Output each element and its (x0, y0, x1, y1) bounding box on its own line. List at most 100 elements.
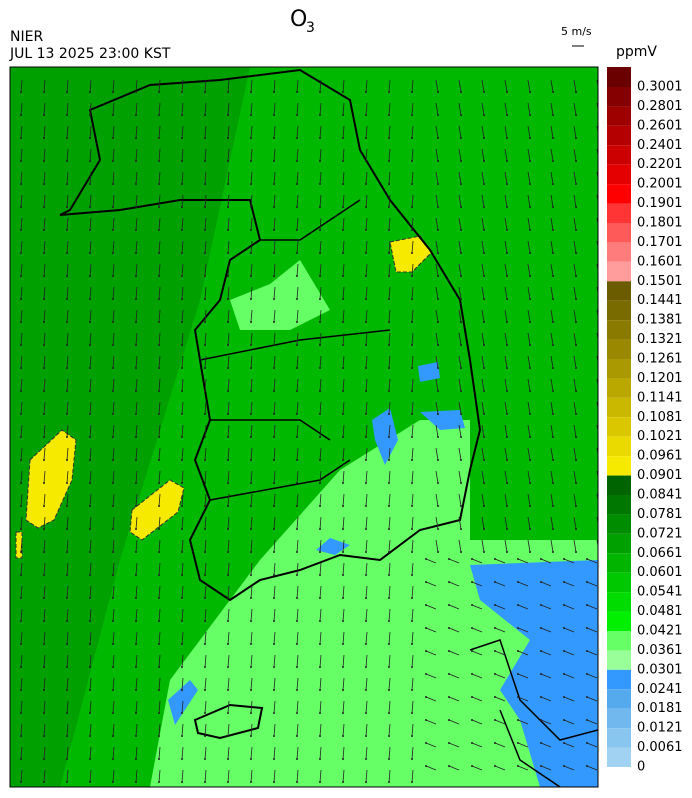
wind-arrow (319, 723, 322, 737)
wind-arrow (20, 378, 23, 392)
wind-arrow-head (158, 574, 160, 576)
wind-arrow (273, 562, 276, 576)
wind-arrow-head (411, 137, 413, 139)
wind-arrow-head (158, 91, 160, 93)
wind-arrow-head (460, 551, 462, 553)
wind-arrow-head (250, 229, 252, 231)
wind-arrow (273, 148, 276, 162)
title: O (290, 7, 307, 32)
wind-arrow (319, 217, 322, 231)
wind-arrow (448, 696, 460, 702)
wind-arrow (388, 539, 391, 553)
wind-arrow (20, 516, 23, 530)
wind-arrow-head (112, 298, 114, 300)
wind-arrow (135, 217, 138, 231)
wind-arrow (342, 493, 345, 507)
wind-arrow (448, 673, 460, 679)
wind-arrow (112, 677, 115, 691)
wind-arrow (296, 79, 299, 93)
wind-arrow (89, 631, 92, 645)
wind-arrow-head (365, 643, 367, 645)
wind-arrow-head (388, 666, 390, 668)
wind-arrow (425, 673, 437, 679)
wind-arrow-head (437, 252, 439, 254)
wind-arrow (504, 516, 508, 530)
wind-arrow-head (227, 436, 229, 438)
wind-arrow (435, 79, 439, 93)
wind-arrow (296, 769, 299, 783)
wind-arrow-head (342, 689, 344, 691)
wind-arrow-head (494, 696, 496, 698)
wind-arrow-head (204, 275, 206, 277)
wind-arrow (204, 654, 207, 668)
wind-arrow (573, 286, 577, 300)
wind-arrow (458, 125, 462, 139)
wind-arrow-head (66, 298, 68, 300)
wind-arrow-head (227, 390, 229, 392)
wind-arrow (66, 240, 69, 254)
wind-arrow-head (181, 183, 183, 185)
wind-arrow-head (66, 91, 68, 93)
wind-arrow (388, 102, 391, 116)
wind-arrow-head (135, 620, 137, 622)
wind-arrow-head (319, 321, 321, 323)
wind-arrow-head (181, 206, 183, 208)
wind-arrow (227, 286, 230, 300)
wind-arrow (250, 286, 253, 300)
wind-arrow-head (158, 436, 160, 438)
wind-arrow-head (273, 482, 275, 484)
wind-arrow (540, 558, 552, 564)
wind-arrow (435, 217, 439, 231)
wind-arrow (365, 194, 368, 208)
wind-arrow-head (342, 91, 344, 93)
wind-arrow-head (181, 160, 183, 162)
colorbar-label: 0.0961 (637, 449, 683, 464)
wind-arrow (563, 673, 575, 679)
wind-arrow (365, 677, 368, 691)
wind-arrow-head (411, 597, 413, 599)
wind-arrow-head (227, 666, 229, 668)
wind-arrow-head (273, 367, 275, 369)
wind-arrow-head (112, 505, 114, 507)
wind-arrow (43, 447, 46, 461)
wind-arrow (273, 401, 276, 415)
wind-arrow (43, 585, 46, 599)
colorbar-swatch (607, 359, 631, 379)
wind-arrow (458, 378, 462, 392)
wind-arrow (250, 171, 253, 185)
wind-arrow (204, 125, 207, 139)
wind-arrow-head (448, 696, 450, 698)
wind-arrow-head (204, 781, 206, 783)
wind-arrow-head (250, 183, 252, 185)
wind-arrow-head (112, 551, 114, 553)
wind-arrow (135, 608, 138, 622)
wind-arrow-head (112, 781, 114, 783)
wind-arrow-head (135, 689, 137, 691)
wind-arrow (20, 148, 23, 162)
wind-arrow (481, 447, 485, 461)
wind-arrow (411, 79, 414, 93)
wind-arrow-head (365, 229, 367, 231)
west-field (10, 67, 250, 787)
wind-arrow (181, 424, 184, 438)
wind-arrow (458, 194, 462, 208)
wind-arrow-head (89, 321, 91, 323)
wind-arrow (425, 719, 437, 725)
wind-arrow (540, 673, 552, 679)
map (10, 67, 598, 787)
wind-arrow (158, 378, 161, 392)
wind-arrow (204, 539, 207, 553)
wind-arrow (527, 493, 531, 507)
wind-arrow-head (388, 574, 390, 576)
wind-arrow (250, 723, 253, 737)
wind-arrow (112, 562, 115, 576)
wind-arrow (158, 447, 161, 461)
wind-arrow-head (529, 160, 531, 162)
wind-arrow (388, 470, 391, 484)
wind-arrow-head (227, 183, 229, 185)
wind-arrow-head (575, 551, 577, 553)
colorbar-label: 0.2801 (637, 99, 683, 114)
wind-arrow (250, 654, 253, 668)
wind-arrow (388, 194, 391, 208)
wind-arrow-head (273, 528, 275, 530)
